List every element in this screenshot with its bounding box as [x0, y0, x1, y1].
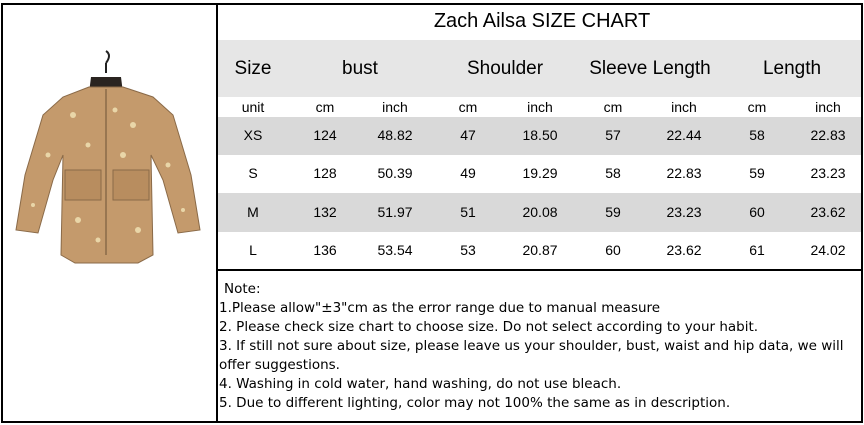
table-title: Zach Ailsa SIZE CHART	[433, 10, 651, 32]
header-cell: bust	[342, 58, 378, 79]
table-cell: 23.23	[810, 165, 846, 181]
product-image	[15, 50, 201, 264]
table-cell: 53.54	[377, 241, 413, 258]
table-cell: 18.50	[522, 127, 558, 143]
notes: Note: 1.Please allow"±3"cm as the error r…	[219, 280, 859, 413]
unit-cell: inch	[382, 99, 408, 115]
table-cell: L	[249, 241, 257, 258]
unit-cell: cm	[747, 99, 767, 115]
note-line: 4. Washing in cold water, hand washing, …	[219, 376, 622, 392]
table-cell: 53	[460, 241, 476, 258]
unit-cell: inch	[527, 99, 553, 115]
note-line: 5. Due to different lighting, color may …	[219, 395, 731, 411]
row-band	[218, 117, 861, 155]
header-cell: Size	[234, 58, 272, 79]
header-cell: Sleeve Length	[589, 58, 711, 79]
table-cell: 20.08	[522, 203, 558, 220]
table-cell: 51.97	[377, 203, 413, 220]
table-cell: 48.82	[377, 127, 413, 143]
table-cell: 23.23	[666, 203, 702, 220]
table-cell: 22.83	[810, 127, 846, 143]
table-cell: 57	[605, 127, 621, 143]
table-cell: 60	[749, 203, 765, 220]
table-cell: 59	[749, 165, 765, 181]
note-line: 3. If still not sure about size, please …	[219, 338, 844, 373]
frame	[1, 3, 863, 423]
table-cell: 124	[313, 127, 337, 143]
note-title: Note:	[224, 281, 261, 297]
table-cell: 47	[460, 127, 476, 143]
table-cell: S	[248, 165, 258, 181]
note-line: 1.Please allow"±3"cm as the error range …	[219, 300, 661, 316]
table-cell: 58	[749, 127, 765, 143]
table-cell: 59	[605, 203, 621, 220]
table-cell: 22.44	[666, 127, 702, 143]
header-cell: Shoulder	[466, 58, 544, 79]
table-cell: 23.62	[666, 241, 702, 258]
unit-cell: cm	[603, 99, 623, 115]
table-cell: M	[247, 203, 259, 220]
table-cell: 61	[749, 241, 765, 258]
header-band	[218, 40, 861, 97]
table-cell: 58	[605, 165, 621, 181]
table-cell: 50.39	[377, 165, 413, 181]
rule	[218, 269, 861, 271]
header-cell: Length	[762, 58, 822, 79]
unit-cell: cm	[458, 99, 478, 115]
unit-cell: unit	[241, 99, 265, 115]
table-cell: 19.29	[522, 165, 558, 181]
table-cell: 23.62	[810, 203, 846, 220]
table-cell: 20.87	[522, 241, 558, 258]
table-cell: XS	[243, 127, 263, 143]
table-cell: 128	[313, 165, 337, 181]
table-cell: 49	[460, 165, 476, 181]
unit-cell: inch	[671, 99, 697, 115]
table-cell: 51	[460, 203, 476, 220]
unit-cell: cm	[315, 99, 335, 115]
table-cell: 24.02	[810, 241, 846, 258]
table-cell: 60	[605, 241, 621, 258]
unit-cell: inch	[815, 99, 841, 115]
divider	[216, 3, 218, 423]
table-cell: 132	[313, 203, 337, 220]
note-line: 2. Please check size chart to choose siz…	[219, 319, 759, 335]
table-cell: 136	[313, 241, 337, 258]
row-band	[218, 193, 861, 232]
table-cell: 22.83	[666, 165, 702, 181]
